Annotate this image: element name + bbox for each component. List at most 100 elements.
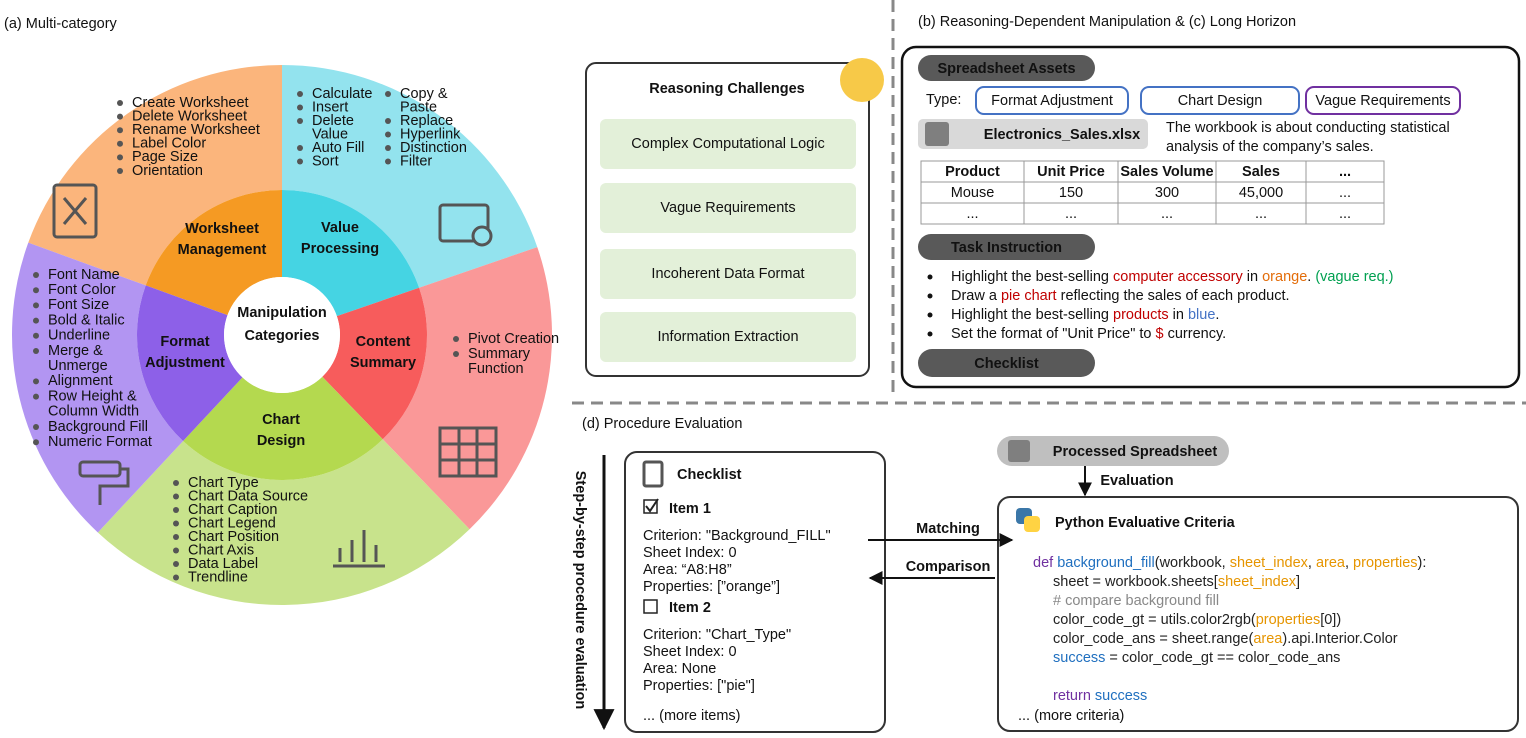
criteria-box: [997, 496, 1519, 732]
category-name: Value: [321, 220, 359, 236]
inner-sector: [145, 190, 282, 316]
file-box: [918, 119, 1148, 149]
category-name: Format: [160, 334, 209, 350]
bullet: [385, 91, 391, 97]
bullet: [173, 507, 179, 513]
category-item: Row Height &: [48, 388, 137, 404]
category-name: Summary: [350, 355, 416, 371]
category-item: Sort: [312, 153, 339, 169]
pill: [918, 234, 1095, 260]
code-line: success = color_code_gt == color_code_an…: [1053, 650, 1340, 666]
category-item: Underline: [48, 328, 110, 344]
category-item: Font Color: [48, 282, 116, 298]
outer-sector: [28, 65, 283, 286]
category-name: Adjustment: [145, 355, 225, 371]
arrow-label: Comparison: [906, 559, 991, 575]
text-run: .: [1307, 269, 1315, 285]
category-item: Paste: [400, 99, 437, 115]
category-item: Orientation: [132, 163, 203, 179]
category-name: Chart: [262, 412, 300, 428]
code-line: # compare background fill: [1053, 593, 1219, 609]
panel-title: (a) Multi-category: [4, 16, 118, 32]
category-item: Unmerge: [48, 358, 108, 374]
table-value: 150: [1059, 185, 1083, 201]
category-item: Pivot Creation: [468, 331, 559, 347]
panel-title: (b) Reasoning-Dependent Manipulation & (…: [918, 14, 1296, 30]
bullet: [117, 140, 123, 147]
bullet: [173, 561, 179, 567]
category-item: Bold & Italic: [48, 312, 125, 328]
text-run: sheet_index: [1218, 574, 1297, 590]
category-item: Font Name: [48, 267, 120, 283]
text-run: Highlight the best-selling: [951, 269, 1113, 285]
table-value: ...: [1255, 206, 1267, 222]
category-item: Value: [312, 126, 348, 142]
text-run: in: [1169, 307, 1188, 323]
item-line: Area: “A8:H8”: [643, 562, 732, 578]
bullet: [297, 91, 303, 97]
challenge: Complex Computational Logic: [631, 136, 824, 152]
table-value: ...: [1339, 206, 1351, 222]
text-run: pie chart: [1001, 288, 1057, 304]
bullet: [385, 118, 391, 124]
item-line: Criterion: "Background_FILL": [643, 528, 831, 544]
category-name: Processing: [301, 241, 379, 257]
bullet: [117, 168, 123, 174]
category-item: Page Size: [132, 149, 198, 165]
category-item: Replace: [400, 113, 453, 129]
table-header: Unit Price: [1037, 164, 1105, 180]
category-item: Chart Position: [188, 529, 279, 545]
category-item: Alignment: [48, 373, 112, 389]
category-item: Summary: [468, 346, 531, 362]
bullet: [385, 131, 391, 138]
category-item: Hyperlink: [400, 126, 461, 142]
type-tag: [975, 86, 1129, 115]
bullet: [453, 351, 459, 357]
center-label: Manipulation: [237, 305, 326, 321]
pill-label: Checklist: [974, 356, 1039, 372]
icons: [52, 183, 664, 614]
code-line: color_code_ans = sheet.range(area).api.I…: [1053, 631, 1398, 647]
text-run: color_code_gt = utils.color2rgb(: [1053, 612, 1256, 628]
bullet: [117, 154, 123, 161]
axis-label: Step-by-step procedure evaluation: [572, 471, 588, 710]
pill-label: Task Instruction: [951, 240, 1062, 256]
center-label: Categories: [245, 328, 320, 344]
bullet: [33, 393, 39, 400]
bullet: [927, 312, 933, 318]
bullet: [297, 104, 303, 111]
table-cell: [1305, 202, 1385, 225]
category-item: Trendline: [188, 569, 248, 585]
type-tag: [1305, 86, 1461, 115]
bullet: [33, 378, 39, 385]
category-item: Background Fill: [48, 419, 148, 435]
bullet: [385, 158, 391, 165]
category-item: Data Label: [188, 556, 258, 572]
bullet: [173, 480, 179, 486]
text-run: area: [1253, 631, 1283, 647]
text-run: .: [1215, 307, 1219, 323]
center-circle: [224, 277, 340, 393]
table-value: ...: [1161, 206, 1173, 222]
outer-sector: [11, 242, 184, 533]
text-run: currency.: [1164, 326, 1227, 342]
text-run: [0]): [1320, 612, 1341, 628]
instruction: Draw a pie chart reflecting the sales of…: [951, 288, 1290, 304]
table-value: ...: [1339, 185, 1351, 201]
inner-sector: [136, 285, 243, 442]
bullet: [33, 424, 39, 430]
panel-title: (d) Procedure Evaluation: [582, 416, 742, 432]
table-value: ...: [1065, 206, 1077, 222]
item-line: Sheet Index: 0: [643, 545, 737, 561]
text-run: sheet_index: [1230, 555, 1309, 571]
bullet: [33, 287, 39, 294]
bullet: [927, 293, 933, 299]
code-line: color_code_gt = utils.color2rgb(properti…: [1053, 612, 1341, 628]
checkmark: [645, 498, 659, 513]
challenge-box: [600, 119, 856, 169]
type-label: Type:: [926, 92, 961, 108]
table-header: ...: [1339, 164, 1351, 180]
text-run: # compare background fill: [1053, 593, 1219, 609]
category-item: Chart Legend: [188, 515, 276, 531]
pill-label: Processed Spreadsheet: [1053, 444, 1218, 460]
